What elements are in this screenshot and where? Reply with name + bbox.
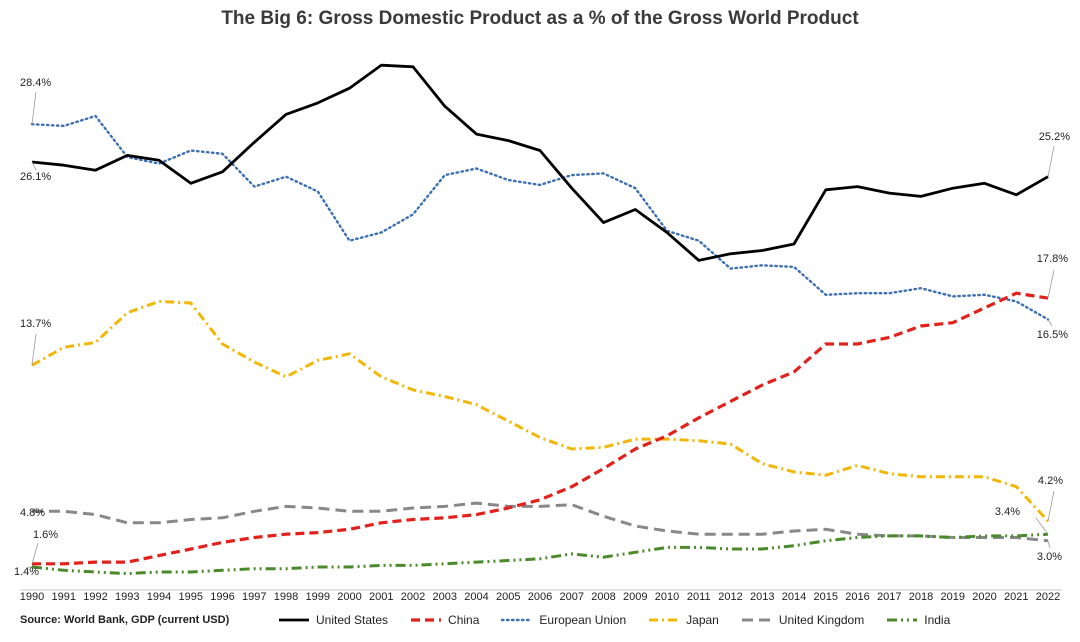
x-tick-label: 1998 xyxy=(274,591,298,603)
x-tick-label: 2016 xyxy=(845,591,869,603)
series-line-united-kingdom xyxy=(32,501,1049,543)
legend-item-european-union: European Union xyxy=(501,613,626,627)
legend-label: European Union xyxy=(539,613,627,627)
annotation-leader-line xyxy=(1035,517,1049,535)
legend-swatch-united-states xyxy=(279,618,309,622)
chart-title: The Big 6: Gross Domestic Product as a %… xyxy=(221,8,859,29)
legend-item-china: China xyxy=(410,613,479,627)
data-label-start-united-kingdom: 4.8% xyxy=(20,507,45,519)
legend-label: China xyxy=(448,613,480,627)
x-tick-label: 2006 xyxy=(528,591,552,603)
x-tick-label: 2011 xyxy=(687,591,711,603)
data-label-start-european-union: 28.4% xyxy=(20,77,51,89)
data-label-start-japan: 13.7% xyxy=(20,318,51,330)
annotation-layer: 28.4% 26.1% 13.7% 4.8% 1.6% 1.4% 25.2% 17.8% 16.… xyxy=(14,77,1070,578)
data-label-start-china: 1.6% xyxy=(33,529,58,541)
x-tick-label: 2003 xyxy=(433,591,457,603)
x-tick-label: 2020 xyxy=(972,591,996,603)
data-label-end-united-states: 25.2% xyxy=(1039,131,1070,143)
data-label-end-united-kingdom: 3.0% xyxy=(1037,551,1062,563)
annotation-leader-line xyxy=(1047,540,1051,549)
legend-swatch-united-kingdom xyxy=(741,618,772,622)
x-tick-label: 2007 xyxy=(560,591,584,603)
x-tick-label: 2021 xyxy=(1004,591,1028,603)
annotation-leader-line xyxy=(1047,145,1055,177)
leader-layer xyxy=(27,91,1055,568)
annotation-leader-line xyxy=(1047,319,1053,327)
legend-item-united-states: United States xyxy=(278,613,388,627)
x-tick-label: 1996 xyxy=(210,591,234,603)
x-tick-label: 1994 xyxy=(147,591,171,603)
x-tick-label: 2014 xyxy=(782,591,806,603)
series-line-european-union xyxy=(30,114,1050,321)
x-tick-label: 2010 xyxy=(655,591,679,603)
x-tick-label: 2005 xyxy=(496,591,520,603)
annotation-leader-line xyxy=(31,333,37,366)
x-tick-label: 2004 xyxy=(464,591,488,603)
x-tick-label: 1992 xyxy=(83,591,107,603)
data-label-end-china: 17.8% xyxy=(1037,253,1068,265)
x-tick-label: 1997 xyxy=(242,591,266,603)
legend-label: Japan xyxy=(686,613,719,627)
legend-swatch-japan xyxy=(649,618,680,622)
x-tick-label: 1990 xyxy=(20,591,44,603)
annotation-leader-line xyxy=(31,542,39,564)
x-tick-label: 2008 xyxy=(591,591,615,603)
legend-item-united-kingdom: United Kingdom xyxy=(741,613,864,627)
data-label-end-india: 3.4% xyxy=(995,506,1020,518)
data-label-end-japan: 4.2% xyxy=(1038,475,1063,487)
legend-swatch-india xyxy=(887,618,918,622)
legend-swatch-european-union xyxy=(501,618,534,622)
series-layer xyxy=(30,63,1050,576)
x-tick-label: 1995 xyxy=(179,591,203,603)
legend-label: India xyxy=(924,613,951,627)
legend-item-japan: Japan xyxy=(648,613,719,627)
x-tick-label: 2001 xyxy=(369,591,393,603)
annotation-leader-line xyxy=(1047,269,1055,299)
legend-label: United Kingdom xyxy=(778,613,865,627)
data-label-end-european-union: 16.5% xyxy=(1037,329,1068,341)
legend: United States China European Union Japan Uni… xyxy=(278,613,972,627)
x-tick-label: 2002 xyxy=(401,591,425,603)
x-tick-label: 2022 xyxy=(1036,591,1060,603)
legend-item-india: India xyxy=(886,613,950,627)
x-tick-label: 2015 xyxy=(814,591,838,603)
x-tick-label: 2000 xyxy=(337,591,361,603)
x-tick-label: 2009 xyxy=(623,591,647,603)
legend-label: United States xyxy=(316,613,389,627)
series-line-united-states xyxy=(31,63,1049,262)
x-tick-label: 2017 xyxy=(877,591,901,603)
source-note: Source: World Bank, GDP (current USD) xyxy=(20,614,230,626)
legend-swatch-china xyxy=(411,618,442,622)
x-tick-label: 1991 xyxy=(52,591,76,603)
x-tick-label: 2012 xyxy=(718,591,742,603)
annotation-leader-line xyxy=(31,91,37,125)
x-tick-label: 2018 xyxy=(909,591,933,603)
series-line-china xyxy=(32,291,1049,566)
x-tick-label: 1999 xyxy=(306,591,330,603)
annotation-leader-line xyxy=(31,507,37,512)
series-line-japan xyxy=(31,299,1050,523)
x-tick-label: 1993 xyxy=(115,591,139,603)
x-tick-label: 2013 xyxy=(750,591,774,603)
data-label-start-india: 1.4% xyxy=(14,566,39,578)
x-tick-label: 2019 xyxy=(941,591,965,603)
annotation-leader-line xyxy=(31,161,37,171)
data-label-start-united-states: 26.1% xyxy=(20,171,51,183)
x-axis: 1990 1991 1992 1993 1994 1995 1996 1997 1998 1999… xyxy=(20,589,1062,603)
series-line-india xyxy=(31,532,1049,576)
annotation-leader-line xyxy=(1047,490,1055,522)
